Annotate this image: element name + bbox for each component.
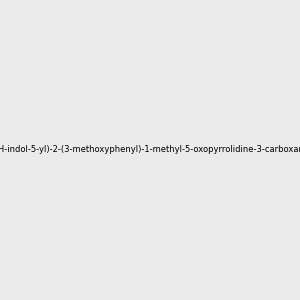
Text: N-(1H-indol-5-yl)-2-(3-methoxyphenyl)-1-methyl-5-oxopyrrolidine-3-carboxamide: N-(1H-indol-5-yl)-2-(3-methoxyphenyl)-1-… (0, 146, 300, 154)
